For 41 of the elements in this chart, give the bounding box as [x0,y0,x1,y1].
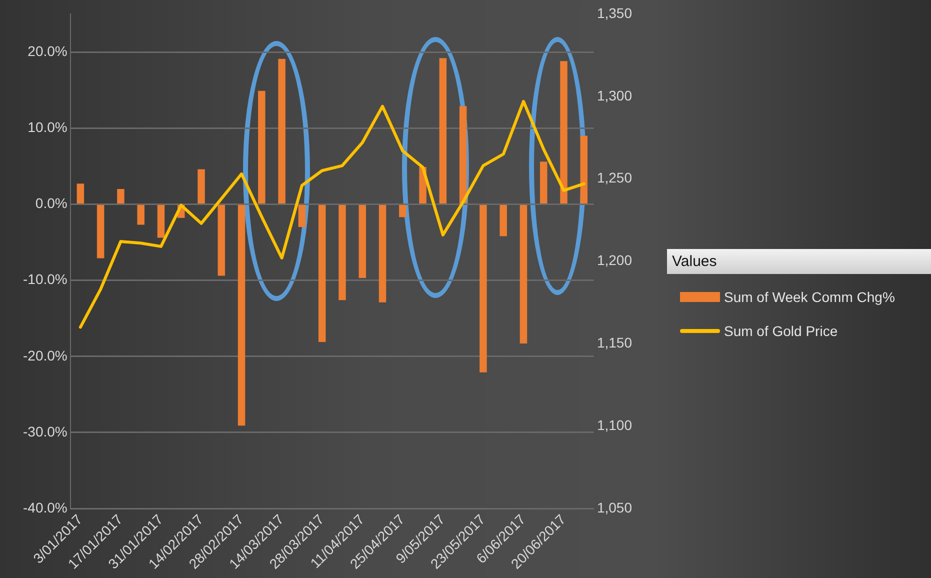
bar [96,204,104,258]
bar [540,162,548,204]
bar [480,204,487,372]
y-tick-label: -40.0% [23,499,68,516]
bar [238,204,246,426]
bar [137,204,144,225]
bar [318,204,326,342]
bar [358,204,366,278]
y2-tick-label: 1,350 [596,4,632,21]
bar [198,169,205,204]
bar [560,61,568,204]
bar [258,90,266,204]
bar [378,204,386,302]
y-tick-label: -10.0% [23,271,68,288]
bar [459,106,467,204]
y2-tick-label: 1,300 [596,87,632,104]
y-tick-label: -20.0% [23,347,68,364]
y-tick-label: 0.0% [35,195,68,212]
bar [298,204,306,228]
bar [399,204,406,218]
legend-label: Sum of Gold Price [724,323,838,339]
bar [157,204,165,238]
bar [520,204,528,344]
y2-tick-label: 1,200 [596,252,632,268]
legend-title: Values [667,249,931,274]
bar [500,204,507,236]
bar [580,136,588,204]
legend-label: Sum of Week Comm Chg% [724,289,895,305]
bar [338,204,346,300]
y-tick-label: -30.0% [23,423,68,440]
y2-tick-label: 1,250 [596,170,632,186]
y2-tick-label: 1,150 [596,334,632,351]
y2-tick-label: 1,050 [596,499,632,516]
bar [439,58,447,204]
bar [117,189,124,204]
bar [218,204,226,276]
bar [76,184,84,204]
y-tick-label: 10.0% [28,118,68,135]
y2-tick-label: 1,100 [596,417,632,434]
bar [278,58,286,204]
y-tick-label: 20.0% [28,42,68,59]
